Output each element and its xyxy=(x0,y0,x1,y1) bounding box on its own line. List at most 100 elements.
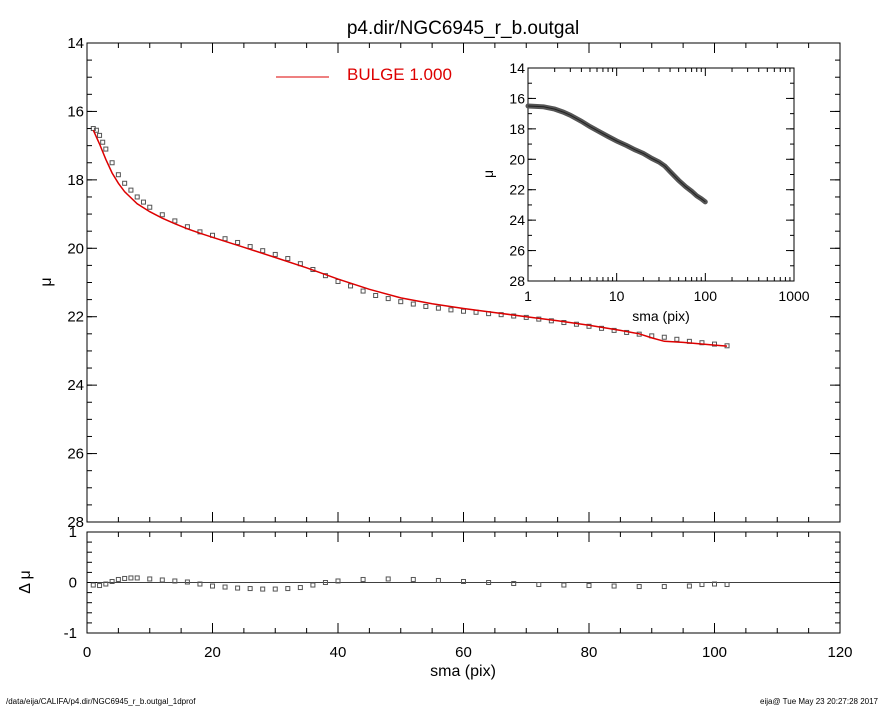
inset-series xyxy=(525,103,708,205)
data-point xyxy=(310,582,316,588)
data-point xyxy=(724,582,730,588)
data-point xyxy=(93,127,99,133)
y-tick-label: 28 xyxy=(67,514,84,531)
data-point xyxy=(360,576,366,582)
inset-y-axis-label: μ xyxy=(480,170,496,178)
data-point xyxy=(147,576,153,582)
data-point xyxy=(398,299,404,305)
y-tick-label: 26 xyxy=(67,446,84,463)
data-point xyxy=(423,303,429,309)
x-tick-label: 0 xyxy=(83,644,91,661)
data-point xyxy=(712,341,717,347)
x-tick-label: 20 xyxy=(204,644,221,661)
data-point xyxy=(385,576,391,582)
y-tick-label: 20 xyxy=(509,151,525,167)
y-tick-label: 16 xyxy=(509,90,525,106)
residual-series xyxy=(87,575,840,592)
footer-timestamp: eija@ Tue May 23 20:27:28 2017 xyxy=(760,697,879,706)
data-point xyxy=(90,582,96,588)
data-point xyxy=(247,244,253,250)
y-tick-label: -1 xyxy=(64,625,77,642)
data-point xyxy=(661,334,667,340)
data-point xyxy=(511,581,517,587)
main-axis-ticks: 14 16 18 20 22 24 26 28 xyxy=(67,35,841,531)
data-point xyxy=(140,199,146,205)
data-point xyxy=(235,585,241,591)
data-point xyxy=(686,583,692,589)
data-point xyxy=(184,579,190,585)
residual-y-axis-label: Δ μ xyxy=(17,570,34,593)
data-point xyxy=(122,180,128,186)
main-series xyxy=(90,126,730,349)
y-tick-label: 24 xyxy=(509,212,525,228)
data-point xyxy=(115,172,121,178)
data-point xyxy=(103,581,109,587)
inset-panel: 1 10 100 1000 14 16 18 20 22 24 26 28 μ sma (pix) xyxy=(480,60,810,324)
data-point xyxy=(410,576,416,582)
data-point xyxy=(322,580,328,585)
x-tick-label: 80 xyxy=(581,644,598,661)
data-point xyxy=(461,578,466,584)
y-tick-label: 14 xyxy=(67,35,84,52)
data-point xyxy=(373,293,379,299)
data-point xyxy=(636,584,642,590)
data-point xyxy=(561,582,567,588)
data-point xyxy=(159,577,165,583)
data-point xyxy=(197,581,203,587)
data-point xyxy=(260,586,266,592)
data-point xyxy=(247,586,253,592)
data-point xyxy=(272,586,278,592)
data-point xyxy=(410,301,416,307)
y-tick-label: 14 xyxy=(509,60,525,76)
data-point xyxy=(285,586,291,592)
residual-panel: 0 20 40 60 80 100 120 -1 0 1 Δ μ sma (pix) xyxy=(17,524,853,680)
y-tick-label: 16 xyxy=(67,103,84,120)
data-point xyxy=(97,583,103,589)
data-point xyxy=(611,583,617,589)
y-tick-label: 18 xyxy=(67,172,84,189)
data-point xyxy=(134,575,140,581)
data-point xyxy=(122,575,128,581)
data-point xyxy=(435,577,441,583)
data-point xyxy=(335,578,341,584)
data-point xyxy=(134,194,140,200)
chart-title: p4.dir/NGC6945_r_b.outgal xyxy=(347,18,579,39)
y-tick-label: 1 xyxy=(69,524,77,541)
data-point xyxy=(128,187,134,193)
data-point xyxy=(674,336,680,342)
data-point xyxy=(128,575,134,581)
data-point xyxy=(486,580,492,585)
inset-profile-core xyxy=(527,105,706,203)
inset-x-axis-label: sma (pix) xyxy=(632,308,690,324)
y-tick-label: 28 xyxy=(509,273,525,289)
inset-axis-ticks: 1 10 100 1000 14 16 18 20 22 24 26 28 xyxy=(509,60,809,304)
x-tick-label: 100 xyxy=(702,644,727,661)
model-line-bulge xyxy=(92,129,728,347)
data-point xyxy=(159,212,165,218)
data-point xyxy=(297,585,303,591)
data-point xyxy=(285,256,291,262)
data-point xyxy=(348,283,354,289)
data-point xyxy=(385,296,391,302)
y-tick-label: 22 xyxy=(67,309,84,326)
data-point xyxy=(272,251,278,257)
main-panel: 14 16 18 20 22 24 26 28 BULGE 1.000 μ xyxy=(38,35,841,531)
main-y-axis-label: μ xyxy=(38,277,55,286)
data-point xyxy=(109,160,115,166)
data-point xyxy=(109,578,115,584)
x-tick-label: 60 xyxy=(455,644,472,661)
data-point xyxy=(147,204,153,210)
data-point xyxy=(97,132,103,138)
data-point xyxy=(536,582,542,588)
data-point xyxy=(661,584,667,590)
data-point xyxy=(222,584,228,590)
data-point xyxy=(586,583,592,589)
data-point xyxy=(712,581,717,587)
data-point xyxy=(260,248,266,254)
data-point xyxy=(448,307,454,313)
data-point xyxy=(461,308,466,314)
data-point xyxy=(172,578,178,584)
x-tick-label: 10 xyxy=(609,288,625,304)
data-point xyxy=(210,583,215,589)
